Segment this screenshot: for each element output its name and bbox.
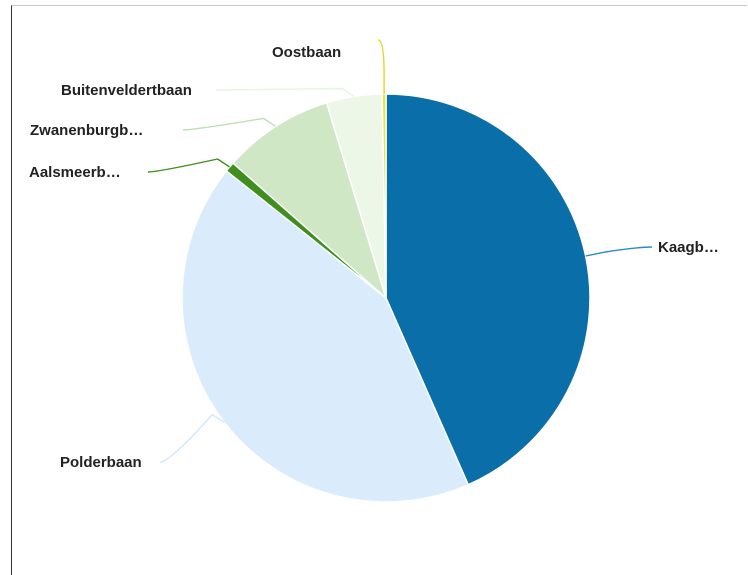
connector-line [215, 87, 355, 98]
slice-label: Kaagb… [658, 239, 719, 256]
slice-label: Aalsmeerb… [29, 164, 121, 181]
pie-slices [181, 93, 591, 503]
pie-slice-zwanenburgb[interactable] [231, 101, 388, 301]
connector-line [159, 413, 225, 463]
pie-slice-polderbaan[interactable] [181, 169, 470, 503]
chart-frame [11, 5, 747, 575]
connector-line [147, 158, 230, 173]
slice-label: Oostbaan [272, 44, 341, 61]
connector-line [585, 246, 653, 257]
slice-label: Polderbaan [60, 454, 142, 471]
connector-line [182, 117, 276, 131]
slice-label: Buitenveldertbaan [61, 82, 192, 99]
connector-line [377, 39, 385, 94]
pie-slice-kaagb[interactable] [385, 93, 591, 486]
slice-labels: Kaagb… Polderbaan Aalsmeerb… Zwanenburgb… Bu… [29, 44, 719, 471]
label-connectors [147, 39, 653, 463]
pie-slice-oostbaan[interactable] [381, 93, 387, 299]
slice-label: Zwanenburgb… [30, 122, 143, 139]
